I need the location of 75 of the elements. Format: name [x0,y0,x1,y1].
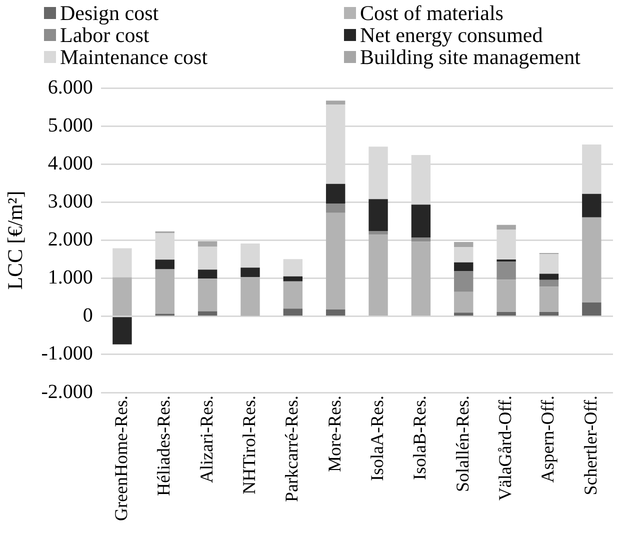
bar [496,224,516,230]
x-tick-label: Schertler-Off. [580,396,600,496]
x-tick-label: IsolaB-Res. [410,396,430,480]
bar [198,241,218,247]
legend-label: Building site management [360,45,580,69]
x-tick-label: Alizari-Res. [196,396,216,484]
bar [326,204,346,213]
bar [326,212,346,310]
legend-label: Maintenance cost [60,45,208,69]
bar [112,277,132,316]
bar [240,244,260,268]
x-tick-label: GreenHome-Res. [110,396,131,522]
bar [496,280,516,312]
y-tick-label: 2.000 [48,228,93,251]
y-axis-title: LCC [€/m²] [3,190,28,290]
bar [198,311,218,316]
bar [283,259,303,276]
bar [539,312,559,316]
bar [240,277,260,316]
bar [454,262,474,272]
bar [454,247,474,262]
bar [454,271,474,292]
bar [454,292,474,313]
legend-label: Cost of materials [360,1,504,25]
legend-label: Net energy consumed [360,23,543,47]
bar [582,217,602,303]
bar [539,254,559,274]
bar [198,270,218,279]
y-tick-label: 0 [82,304,93,327]
x-tick-label: Héliades-Res. [154,396,174,496]
bar [411,242,431,316]
bar [283,308,303,316]
y-tick-label: 4.000 [48,152,93,174]
y-tick-label: 5.000 [48,114,93,136]
bar [368,230,388,235]
bar [112,317,132,344]
bar [496,312,516,316]
x-tick-label: Aspern-Off. [538,396,558,483]
bar [283,276,303,282]
bar [326,184,346,204]
bar [411,204,431,238]
bar [496,262,516,280]
bar [240,268,260,278]
y-tick-label: 1.000 [48,266,93,289]
bar [454,242,474,248]
bar [539,286,559,312]
bar [326,310,346,316]
y-tick-label: -2.000 [41,380,93,403]
bar [198,246,218,270]
legend-label: Design cost [60,1,159,25]
bar [368,234,388,316]
bar [155,269,174,314]
x-tick-label: VälaGård-Off. [495,396,516,501]
bar [454,312,474,316]
x-tick-label: NHTirol-Res. [238,396,259,494]
bar [411,238,431,242]
y-tick-label: 3.000 [48,190,93,212]
bar [582,194,602,218]
bar [112,248,132,278]
bar [539,274,559,280]
x-tick-label: IsolaA-Res. [367,396,388,482]
x-tick-label: More-Res. [324,396,344,472]
y-tick-label: -1.000 [41,342,93,365]
bar [283,281,303,309]
bar [539,280,559,287]
x-tick-label: Solallén-Res. [452,396,472,492]
bar [496,259,516,262]
x-tick-label: Parkcarré-Res. [282,396,302,502]
y-tick-label: 6.000 [48,76,93,98]
bar [198,278,218,312]
bar [582,302,602,316]
bar [326,100,346,105]
bar [368,199,388,231]
bar [155,260,174,270]
legend-label: Labor cost [60,23,150,47]
